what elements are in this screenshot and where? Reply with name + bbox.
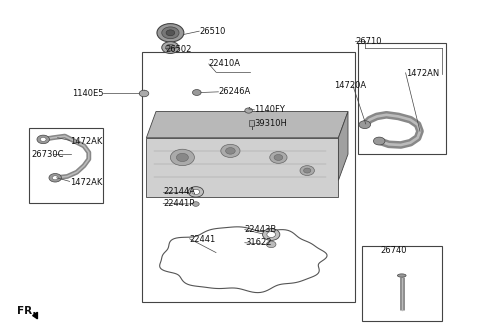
Text: 14720A: 14720A	[334, 81, 366, 90]
Circle shape	[245, 108, 252, 113]
Polygon shape	[338, 112, 348, 180]
Circle shape	[274, 154, 283, 160]
Circle shape	[192, 90, 201, 95]
Text: 26246A: 26246A	[218, 87, 251, 96]
Circle shape	[263, 229, 280, 240]
Circle shape	[373, 137, 385, 145]
Text: 26740: 26740	[380, 246, 407, 256]
Circle shape	[266, 241, 276, 248]
Circle shape	[170, 149, 194, 166]
Circle shape	[226, 148, 235, 154]
Bar	[358, 43, 446, 154]
Circle shape	[162, 42, 179, 53]
Text: 22443B: 22443B	[245, 225, 277, 234]
Text: 26730C: 26730C	[31, 150, 64, 159]
Text: 1472AK: 1472AK	[70, 136, 102, 146]
Circle shape	[162, 27, 179, 39]
Text: 22144A: 22144A	[163, 187, 195, 196]
Circle shape	[37, 135, 49, 144]
Text: 1472AN: 1472AN	[406, 69, 439, 78]
Bar	[362, 246, 442, 321]
Circle shape	[188, 187, 204, 197]
Circle shape	[166, 44, 175, 51]
Circle shape	[359, 121, 371, 129]
Circle shape	[40, 137, 46, 141]
Text: 39310H: 39310H	[254, 118, 287, 128]
Text: 26510: 26510	[199, 27, 226, 36]
Text: 1472AK: 1472AK	[70, 177, 102, 187]
Text: 1140E5: 1140E5	[72, 89, 103, 98]
Circle shape	[192, 202, 199, 206]
Bar	[29, 128, 103, 203]
Circle shape	[177, 154, 188, 161]
Circle shape	[49, 174, 61, 182]
Text: 22441P: 22441P	[163, 199, 194, 208]
Circle shape	[139, 90, 149, 97]
Circle shape	[270, 152, 287, 163]
Circle shape	[300, 166, 314, 175]
Text: 22441: 22441	[190, 235, 216, 244]
Text: 26710: 26710	[355, 36, 382, 46]
Circle shape	[166, 30, 175, 36]
Text: 22410A: 22410A	[209, 59, 241, 69]
Text: 26502: 26502	[166, 45, 192, 54]
Circle shape	[303, 168, 311, 173]
Circle shape	[267, 232, 276, 237]
Bar	[142, 52, 355, 302]
Circle shape	[192, 189, 200, 195]
Circle shape	[52, 176, 58, 180]
Circle shape	[221, 144, 240, 157]
Bar	[249, 120, 254, 126]
Text: FR.: FR.	[17, 306, 36, 316]
Text: 1140FY: 1140FY	[254, 105, 285, 114]
Circle shape	[157, 24, 184, 42]
Polygon shape	[146, 112, 348, 138]
Polygon shape	[33, 312, 37, 319]
Polygon shape	[146, 138, 338, 197]
Text: 31622: 31622	[245, 238, 271, 247]
Ellipse shape	[397, 274, 406, 277]
